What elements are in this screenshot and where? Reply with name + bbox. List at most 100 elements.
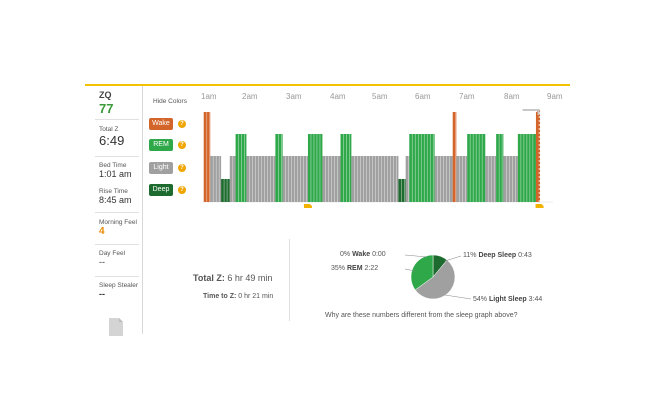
sleep-segment-rem	[496, 134, 504, 202]
deep-time: 0:43	[518, 252, 532, 259]
sleep-bar-light	[405, 156, 410, 202]
rem-pct: 35%	[331, 265, 346, 272]
sleep-start-marker-icon	[303, 204, 312, 208]
sleep-stealer-label: Sleep Stealer	[99, 282, 139, 289]
sleep-segment-light	[405, 156, 410, 202]
sleep-segment-deep	[221, 179, 230, 202]
sleep-bar-light	[485, 156, 497, 202]
rise-time-value: 8:45 am	[99, 195, 132, 205]
wake-help-icon[interactable]: ?	[178, 120, 186, 128]
time-to-z-value: 0 hr 21 min	[238, 293, 274, 300]
total-z-label: Total Z	[99, 126, 119, 133]
divider	[95, 119, 139, 120]
sleep-bar-light	[246, 156, 276, 202]
summary-divider	[289, 239, 290, 321]
hour-label-4am: 4am	[330, 92, 346, 101]
sleep-bar-rem	[235, 134, 247, 202]
sleep-segment-rem	[340, 134, 352, 202]
hour-label-7am: 7am	[459, 92, 475, 101]
leader-line-deep	[444, 255, 462, 262]
sleep-bar-rem	[496, 134, 504, 202]
sleep-segment-light	[229, 156, 236, 202]
rem-time: 2:22	[364, 265, 379, 272]
sleep-bar-deep	[398, 179, 406, 202]
wake-name: Wake	[352, 251, 371, 258]
sleep-bar-rem	[307, 134, 323, 202]
sleep-stealer-value[interactable]: --	[99, 289, 105, 299]
light-help-icon[interactable]: ?	[178, 164, 186, 172]
light-time: 3:44	[528, 296, 543, 303]
sleep-pie-chart	[404, 254, 472, 300]
sidebar: ZQ 77 Total Z 6:49 Bed Time 1:01 am Rise…	[85, 86, 143, 336]
morning-feel-label: Morning Feel	[99, 219, 137, 226]
sleep-segment-rem	[275, 134, 283, 202]
hide-colors-link[interactable]: Hide Colors	[153, 98, 187, 105]
divider	[95, 244, 139, 245]
sleep-bar-rem	[275, 134, 283, 202]
rem-name: REM	[346, 265, 363, 272]
pie-label-rem: 35% REM 2:22	[331, 265, 378, 272]
deep-name: Deep Sleep	[478, 252, 517, 259]
zq-label: ZQ	[99, 90, 112, 100]
leader-line-rem	[404, 268, 416, 272]
sleep-segment-wake	[203, 112, 211, 202]
sleep-report-panel: ZQ 77 Total Z 6:49 Bed Time 1:01 am Rise…	[85, 84, 570, 336]
sleep-bar-light	[351, 156, 399, 202]
sleep-bar-light	[503, 156, 518, 202]
sleep-segment-light	[210, 156, 222, 202]
sleep-segment-light	[282, 156, 308, 202]
document-icon[interactable]	[109, 318, 123, 336]
sleep-segment-wake	[452, 112, 457, 202]
sleep-bar-deep	[221, 179, 230, 202]
day-feel-value[interactable]: --	[99, 257, 105, 267]
legend-deep-button[interactable]: Deep	[149, 184, 173, 196]
sleep-segment-rem	[517, 134, 536, 202]
hypnogram-chart	[203, 109, 553, 208]
divider	[95, 156, 139, 157]
deep-help-icon[interactable]: ?	[178, 186, 186, 194]
total-z-value: 6:49	[99, 133, 125, 148]
total-z-summary-label: Total Z:	[193, 273, 225, 283]
rise-marker-icon	[535, 204, 544, 208]
hour-label-3am: 3am	[286, 92, 302, 101]
time-to-z-label: Time to Z:	[203, 293, 237, 300]
hour-label-2am: 2am	[242, 92, 258, 101]
light-name: Light Sleep	[488, 296, 527, 303]
zq-score: 77	[99, 101, 114, 116]
leader-line-light	[444, 294, 472, 300]
total-z-summary-value: 6 hr 49 min	[227, 273, 273, 283]
pie-slice-rem	[410, 254, 434, 291]
legend-wake-button[interactable]: Wake	[149, 118, 173, 130]
alarm-bracket	[522, 109, 540, 115]
hour-label-1am: 1am	[201, 92, 217, 101]
hour-label-5am: 5am	[372, 92, 388, 101]
header-accent-line	[85, 84, 570, 86]
sleep-segment-rem	[307, 134, 323, 202]
legend-light-button[interactable]: Light	[149, 162, 173, 174]
summary-section: Total Z: 6 hr 49 min Time to Z: 0 hr 21 …	[143, 239, 570, 334]
pie-label-deep: 11% Deep Sleep 0:43	[463, 252, 532, 259]
sleep-segment-light	[246, 156, 276, 202]
sleep-segment-light	[485, 156, 497, 202]
sleep-segment-light	[351, 156, 399, 202]
wake-pct: 0%	[340, 251, 351, 258]
pie-slice-light-sleep	[414, 259, 456, 300]
pie-label-wake: 0% Wake 0:00	[340, 251, 386, 258]
sleep-bar-light	[210, 156, 222, 202]
sleep-segment-light	[434, 156, 453, 202]
hour-label-6am: 6am	[415, 92, 431, 101]
sleep-bar-wake	[535, 112, 540, 202]
time-to-z-summary: Time to Z: 0 hr 21 min	[203, 293, 273, 300]
rem-help-icon[interactable]: ?	[178, 141, 186, 149]
legend-rem-button[interactable]: REM	[149, 139, 173, 151]
sleep-bar-light	[456, 156, 468, 202]
sleep-segment-light	[456, 156, 468, 202]
deep-pct: 11%	[463, 252, 477, 259]
sleep-bar-rem	[409, 134, 435, 202]
sleep-bar-rem	[340, 134, 352, 202]
light-pct: 54%	[473, 296, 488, 303]
divider	[95, 276, 139, 277]
sleep-segment-rem	[467, 134, 486, 202]
morning-feel-value[interactable]: 4	[99, 226, 105, 237]
why-numbers-different-link[interactable]: Why are these numbers different from the…	[325, 312, 518, 319]
